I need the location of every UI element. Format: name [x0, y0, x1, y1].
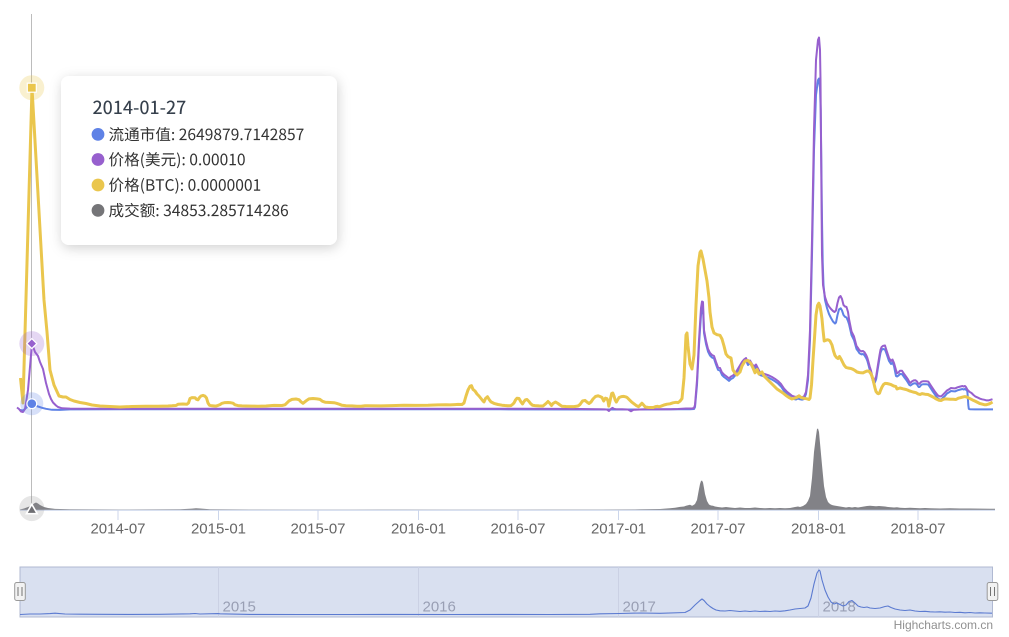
svg-text:2015-01: 2015-01	[191, 521, 246, 538]
svg-text:2016-01: 2016-01	[391, 521, 446, 538]
svg-text:2015: 2015	[223, 599, 256, 616]
svg-text:2014-07: 2014-07	[90, 521, 145, 538]
svg-text:2017-07: 2017-07	[690, 521, 745, 538]
svg-text:2017: 2017	[623, 599, 656, 616]
svg-text:2016-07: 2016-07	[490, 521, 545, 538]
svg-text:2018-07: 2018-07	[890, 521, 945, 538]
svg-text:2018-01: 2018-01	[791, 521, 846, 538]
svg-text:Highcharts.com.cn: Highcharts.com.cn	[894, 618, 993, 632]
svg-text:2015-07: 2015-07	[290, 521, 345, 538]
svg-text:2016: 2016	[423, 599, 456, 616]
svg-text:2017-01: 2017-01	[591, 521, 646, 538]
